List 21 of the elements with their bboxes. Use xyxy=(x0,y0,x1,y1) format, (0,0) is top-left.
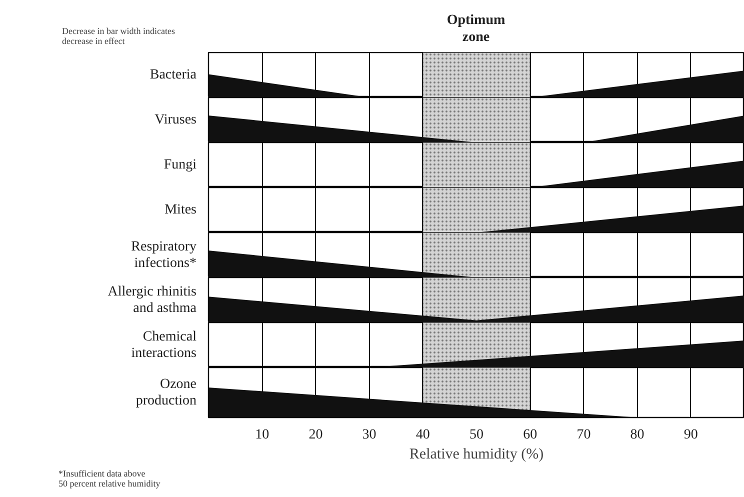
x-tick-label: 30 xyxy=(362,428,376,442)
chart-title: Bacteria xyxy=(150,68,198,82)
x-tick-label: 40 xyxy=(416,428,430,442)
chart-title: Mites xyxy=(164,202,196,218)
chart-title: Fungi xyxy=(164,158,197,172)
x-tick-label: 70 xyxy=(576,428,591,442)
chart-title: Chemical interactions xyxy=(131,329,197,361)
x-tick-label: 20 xyxy=(308,428,323,442)
band-label: Optimum zone xyxy=(446,12,506,46)
x-tick-label: 10 xyxy=(255,428,270,442)
chart-title: Respiratory infections* xyxy=(131,239,197,271)
x-tick-label: 90 xyxy=(684,428,698,442)
chart-title: Viruses xyxy=(154,112,197,128)
x-tick-label: 60 xyxy=(523,428,538,442)
x-tick-label: 50 xyxy=(470,428,484,442)
x-axis-title: Relative humidity (%) xyxy=(409,446,544,462)
text: Decrease in bar width indicates decrease in effect xyxy=(62,26,176,46)
x-tick-label: 80 xyxy=(630,428,644,442)
text: *Insufficient data above 50 percent relative humidity xyxy=(58,468,161,488)
chart-title: Allergic rhinitis and asthma xyxy=(108,284,198,316)
chart-title: Ozone production xyxy=(136,376,197,408)
